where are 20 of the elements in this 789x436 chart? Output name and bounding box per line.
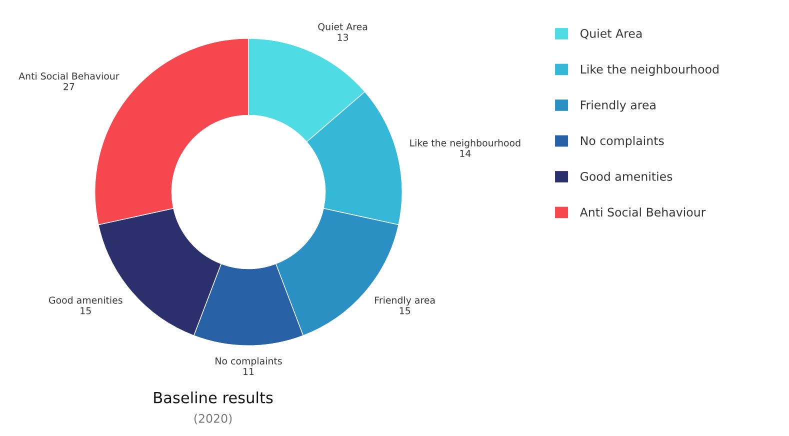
legend-label: Like the neighbourhood xyxy=(580,64,718,76)
legend-label: Friendly area xyxy=(580,100,656,112)
data-label: 14 xyxy=(460,150,471,157)
slice-label: Anti Social Behaviour xyxy=(18,72,120,80)
legend-label: Good amenities xyxy=(580,172,672,181)
legend-label: Anti Social Behaviour xyxy=(580,208,706,217)
data-label: 13 xyxy=(338,34,348,41)
data-label: 27 xyxy=(64,83,74,90)
data-label: 11 xyxy=(244,368,254,375)
slice-label: No complaints xyxy=(216,357,282,366)
text: Baseline results xyxy=(154,392,273,404)
legend-label: No complaints xyxy=(580,136,664,148)
slice-label: Friendly area xyxy=(375,296,435,306)
slice-label: Like the neighbourhood xyxy=(410,139,520,148)
text: (2020) xyxy=(194,414,232,424)
data-label: 15 xyxy=(80,307,91,314)
data-label: 15 xyxy=(400,307,410,314)
slice-label: Good amenities xyxy=(48,296,122,304)
legend-label: Quiet Area xyxy=(580,28,642,40)
slice-label: Quiet Area xyxy=(318,22,368,32)
